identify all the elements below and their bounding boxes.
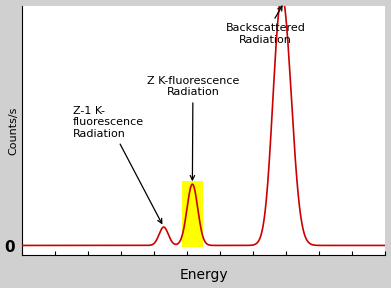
Y-axis label: Counts/s: Counts/s bbox=[8, 106, 18, 155]
X-axis label: Energy: Energy bbox=[179, 268, 228, 283]
Text: Backscattered
Radiation: Backscattered Radiation bbox=[226, 6, 305, 45]
Text: Z-1 K-
fluorescence
Radiation: Z-1 K- fluorescence Radiation bbox=[73, 106, 162, 223]
Bar bbox=[182, 181, 203, 247]
Text: Z K-fluorescence
Radiation: Z K-fluorescence Radiation bbox=[147, 76, 239, 180]
Text: 0: 0 bbox=[4, 240, 15, 255]
